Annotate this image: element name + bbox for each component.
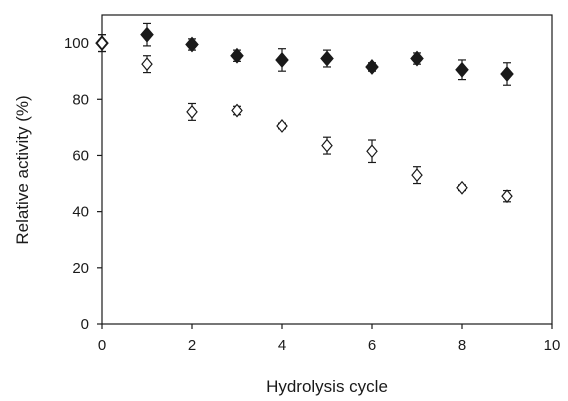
series-1 bbox=[95, 22, 514, 86]
x-tick-label: 0 bbox=[98, 337, 106, 354]
open-diamond-point bbox=[276, 119, 288, 133]
y-tick-label: 0 bbox=[81, 316, 89, 333]
filled-diamond-point bbox=[410, 50, 424, 67]
open-diamond-point bbox=[186, 104, 198, 119]
open-diamond-point bbox=[96, 36, 108, 51]
open-diamond-point bbox=[231, 103, 243, 118]
x-tick-label: 4 bbox=[278, 337, 286, 354]
open-diamond-point bbox=[501, 189, 513, 204]
y-tick-label: 40 bbox=[72, 204, 89, 221]
x-tick-label: 10 bbox=[544, 337, 561, 354]
open-diamond-point bbox=[366, 144, 378, 159]
open-diamond-point bbox=[411, 168, 423, 183]
series-2 bbox=[96, 34, 513, 204]
y-axis-title: Relative activity (%) bbox=[13, 95, 32, 244]
open-diamond-point bbox=[321, 138, 333, 153]
filled-diamond-point bbox=[500, 66, 514, 82]
y-tick-label: 20 bbox=[72, 260, 89, 277]
x-tick-label: 2 bbox=[188, 337, 196, 354]
open-diamond-point bbox=[456, 180, 468, 195]
y-tick-label: 80 bbox=[72, 91, 89, 108]
filled-diamond-point bbox=[140, 26, 154, 43]
data-marks bbox=[95, 22, 514, 204]
filled-diamond-point bbox=[230, 47, 244, 64]
y-tick-label: 60 bbox=[72, 147, 89, 164]
filled-diamond-point bbox=[455, 61, 469, 78]
x-tick-label: 8 bbox=[458, 337, 466, 354]
plot-frame bbox=[101, 14, 553, 325]
filled-diamond-point bbox=[185, 36, 199, 53]
filled-diamond-point bbox=[365, 59, 379, 75]
x-axis-title: Hydrolysis cycle bbox=[266, 377, 388, 396]
filled-diamond-point bbox=[275, 52, 289, 68]
filled-diamond-point bbox=[320, 50, 334, 67]
y-tick-label: 100 bbox=[64, 35, 89, 52]
open-diamond-point bbox=[141, 57, 153, 72]
axis-ticks bbox=[97, 42, 553, 329]
x-tick-label: 6 bbox=[368, 337, 376, 354]
